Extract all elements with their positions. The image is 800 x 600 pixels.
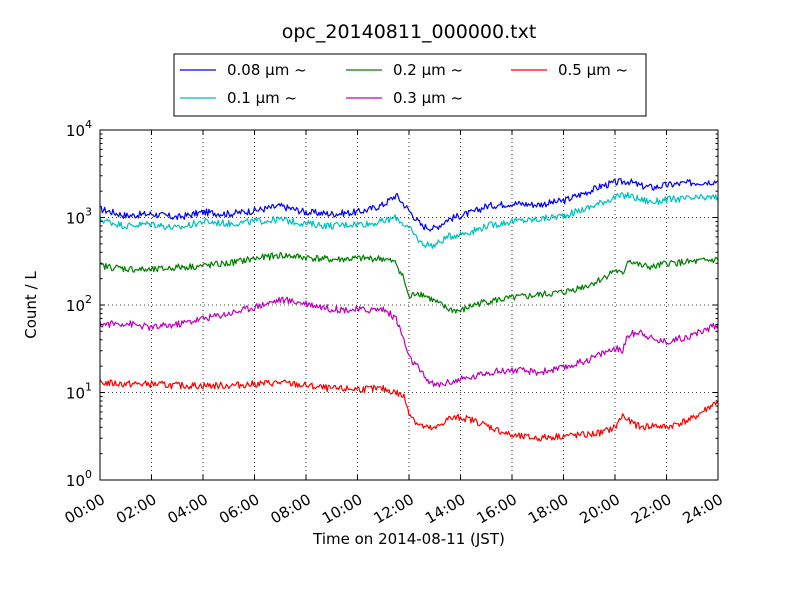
- y-tick-label: 104: [66, 118, 92, 140]
- y-tick-label-base: 10: [66, 472, 85, 490]
- legend-label: 0.2 μm ~: [393, 61, 463, 79]
- y-tick-label-exponent: 0: [85, 468, 92, 481]
- y-tick-label-base: 10: [66, 122, 85, 140]
- chart-title: opc_20140811_000000.txt: [282, 21, 537, 43]
- y-tick-label-exponent: 3: [85, 206, 92, 219]
- x-axis-label: Time on 2014-08-11 (JST): [312, 530, 505, 548]
- legend-label: 0.1 μm ~: [227, 89, 297, 107]
- grid: [100, 130, 718, 480]
- series-line: [99, 178, 719, 232]
- y-tick-label: 103: [66, 206, 92, 228]
- y-tick-label-base: 10: [66, 385, 85, 403]
- series-line: [99, 251, 719, 314]
- y-tick-label-base: 10: [66, 297, 85, 315]
- y-axis-label: Count / L: [22, 271, 40, 339]
- y-tick-label: 101: [66, 381, 92, 403]
- y-tick-label-exponent: 1: [85, 381, 92, 394]
- legend-label: 0.08 μm ~: [227, 61, 307, 79]
- legend-box: [173, 53, 647, 117]
- y-tick-label-exponent: 4: [85, 118, 92, 131]
- y-tick-label-exponent: 2: [85, 293, 92, 306]
- series-line: [99, 191, 719, 249]
- series-line: [99, 378, 719, 442]
- legend-label: 0.3 μm ~: [393, 89, 463, 107]
- series-layer: [99, 178, 719, 442]
- legend: 0.08 μm ~ 0.1 μm ~ 0.2 μm ~ 0.3 μm ~ 0.5 μm …: [173, 53, 647, 117]
- legend-label: 0.5 μm ~: [558, 61, 628, 79]
- y-tick-label: 100: [66, 468, 92, 490]
- y-tick-label: 102: [66, 293, 92, 315]
- series-line: [99, 296, 719, 388]
- y-tick-label-base: 10: [66, 210, 85, 228]
